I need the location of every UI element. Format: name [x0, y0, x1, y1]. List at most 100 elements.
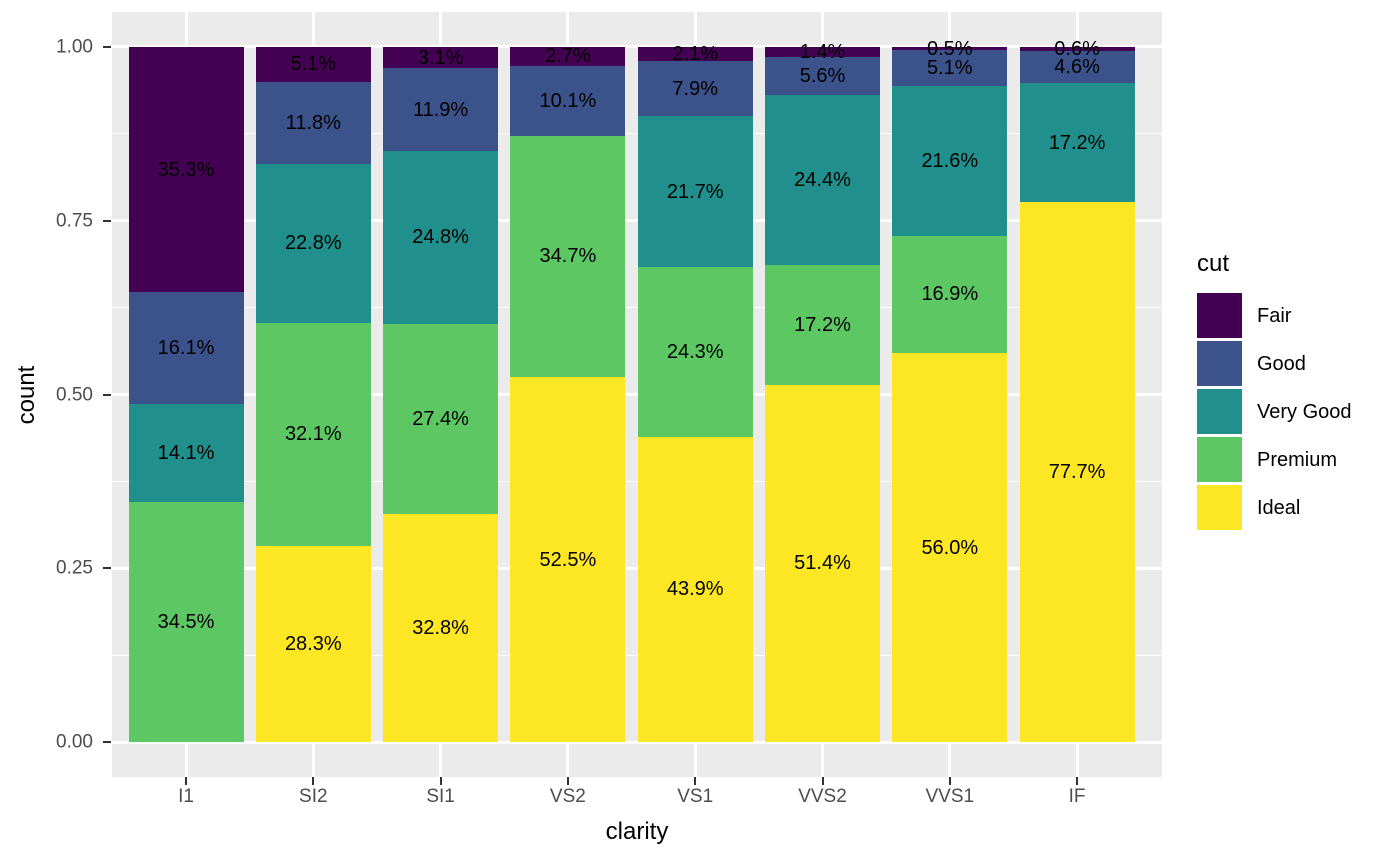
- bar-segment-ideal: [765, 384, 880, 743]
- legend-item-label: Very Good: [1257, 400, 1352, 423]
- legend-item-label: Good: [1257, 352, 1306, 375]
- bar-label: 1.4%: [799, 40, 846, 63]
- x-axis-tick: [439, 777, 442, 785]
- bar-label: 10.1%: [539, 89, 597, 112]
- bar-segment-good: [255, 82, 371, 165]
- bar-segment-premium: [128, 502, 244, 743]
- bar-label: 24.3%: [666, 341, 724, 364]
- legend-key-swatch: [1197, 437, 1242, 482]
- bar-segment-good: [765, 56, 880, 96]
- legend-item: Premium: [1197, 437, 1352, 482]
- x-axis-tick: [185, 777, 187, 785]
- bar-label: 56.0%: [921, 536, 979, 559]
- bar-segment-very-good: [765, 95, 880, 266]
- bar-segment-ideal: [892, 353, 1008, 743]
- y-axis-tick: [103, 45, 111, 48]
- bar-label: 52.5%: [539, 548, 597, 571]
- legend-item: Fair: [1197, 293, 1352, 338]
- bar-label: 51.4%: [794, 552, 851, 575]
- plot-panel: 35.3% 16.1% 14.1% 34.5% 5.1% 11.8% 22.8% 32.1% 2…: [112, 12, 1162, 777]
- bar-label: 24.8%: [412, 226, 469, 249]
- x-axis-tick-label: I1: [178, 786, 194, 807]
- bar-segment-ideal: [255, 545, 371, 743]
- bar-label: 5.6%: [799, 64, 846, 87]
- y-axis-tick: [103, 741, 111, 744]
- bar-label: 16.1%: [157, 337, 215, 360]
- bar-segment-ideal: [1019, 202, 1135, 743]
- bar-segment-ideal: [383, 514, 499, 743]
- bars-layer: [112, 12, 1162, 777]
- bar-label: 5.1%: [290, 53, 337, 76]
- bar-label: 32.1%: [284, 423, 342, 446]
- bar-label: 24.4%: [794, 169, 851, 192]
- legend: cut Fair Good Very Good Premium Ideal: [1197, 252, 1352, 533]
- y-axis-tick: [103, 567, 111, 570]
- bar-segment-ideal: [637, 436, 753, 743]
- bar-segment-good: [510, 65, 626, 136]
- x-axis-tick: [821, 777, 824, 785]
- x-axis-tick: [694, 777, 697, 785]
- bar-segment-good: [637, 61, 753, 117]
- bar-segment-very-good: [637, 116, 753, 268]
- legend-key-swatch: [1197, 341, 1242, 386]
- legend-item: Very Good: [1197, 389, 1352, 434]
- gridline-minor-horizontal: [112, 480, 1162, 483]
- legend-item-label: Ideal: [1257, 496, 1301, 519]
- bar-label: 3.1%: [417, 46, 464, 69]
- bar-segment-fair: [637, 46, 753, 62]
- y-axis-tick-label: 0.25: [56, 557, 93, 579]
- x-axis-title: clarity: [605, 818, 669, 845]
- bar-segment-very-good: [892, 85, 1008, 236]
- bar-label: 5.1%: [927, 56, 973, 79]
- bar-segment-very-good: [255, 164, 371, 323]
- bar-segment-premium: [637, 267, 753, 437]
- gridline-minor-horizontal: [112, 306, 1162, 309]
- bar-label: 7.9%: [672, 77, 718, 100]
- bar-segment-good: [383, 68, 499, 152]
- bar-label: 17.2%: [1048, 131, 1106, 154]
- gridline-minor-horizontal: [112, 132, 1162, 135]
- bar-segment-premium: [510, 135, 626, 378]
- x-axis-tick-label: VS2: [549, 786, 586, 807]
- x-axis-tick-label: VVS1: [925, 786, 975, 807]
- bar-segment-good: [1019, 50, 1135, 83]
- y-axis-tick-label: 0.50: [56, 384, 93, 405]
- gridline-major-horizontal: [112, 393, 1162, 396]
- bar-label: 16.9%: [921, 283, 979, 306]
- bar-label: 35.3%: [157, 158, 215, 181]
- bar-label: 17.2%: [794, 313, 851, 336]
- x-axis-tick-label: IF: [1068, 786, 1086, 807]
- bar-label: 2.7%: [545, 45, 591, 68]
- x-axis-tick: [312, 777, 315, 785]
- bar-label: 34.7%: [539, 245, 597, 268]
- bar-label: 27.4%: [412, 407, 469, 430]
- bar-segment-fair: [892, 46, 1008, 51]
- bar-segment-good: [892, 50, 1008, 86]
- bar-segment-good: [128, 292, 244, 405]
- bar-label: 21.7%: [666, 180, 724, 203]
- gridline-major-horizontal: [112, 219, 1162, 223]
- bar-segment-fair: [128, 46, 244, 293]
- legend-key-swatch: [1197, 389, 1242, 434]
- bar-segment-ideal: [510, 377, 626, 743]
- bar-segment-very-good: [128, 404, 244, 503]
- y-axis-tick-label: 1.00: [56, 36, 93, 58]
- x-axis-tick-label: VVS2: [798, 786, 847, 807]
- bar-label: 43.9%: [666, 578, 724, 601]
- legend-item: Good: [1197, 341, 1352, 386]
- bar-segment-premium: [765, 265, 880, 385]
- legend-title: cut: [1197, 250, 1230, 277]
- bar-label: 32.8%: [412, 617, 469, 640]
- y-axis-tick-label: 0.00: [56, 731, 93, 753]
- bar-label: 22.8%: [284, 232, 342, 255]
- y-axis-tick: [103, 219, 111, 222]
- legend-key-swatch: [1197, 485, 1242, 530]
- gridline-minor-horizontal: [112, 654, 1162, 657]
- bar-segment-premium: [383, 323, 499, 515]
- bar-segment-premium: [892, 235, 1008, 354]
- bar-label: 14.1%: [157, 442, 215, 465]
- x-axis-tick-label: SI1: [426, 786, 455, 807]
- x-axis-tick: [1076, 777, 1079, 785]
- bar-label: 11.8%: [285, 112, 341, 135]
- bar-label: 28.3%: [284, 632, 342, 655]
